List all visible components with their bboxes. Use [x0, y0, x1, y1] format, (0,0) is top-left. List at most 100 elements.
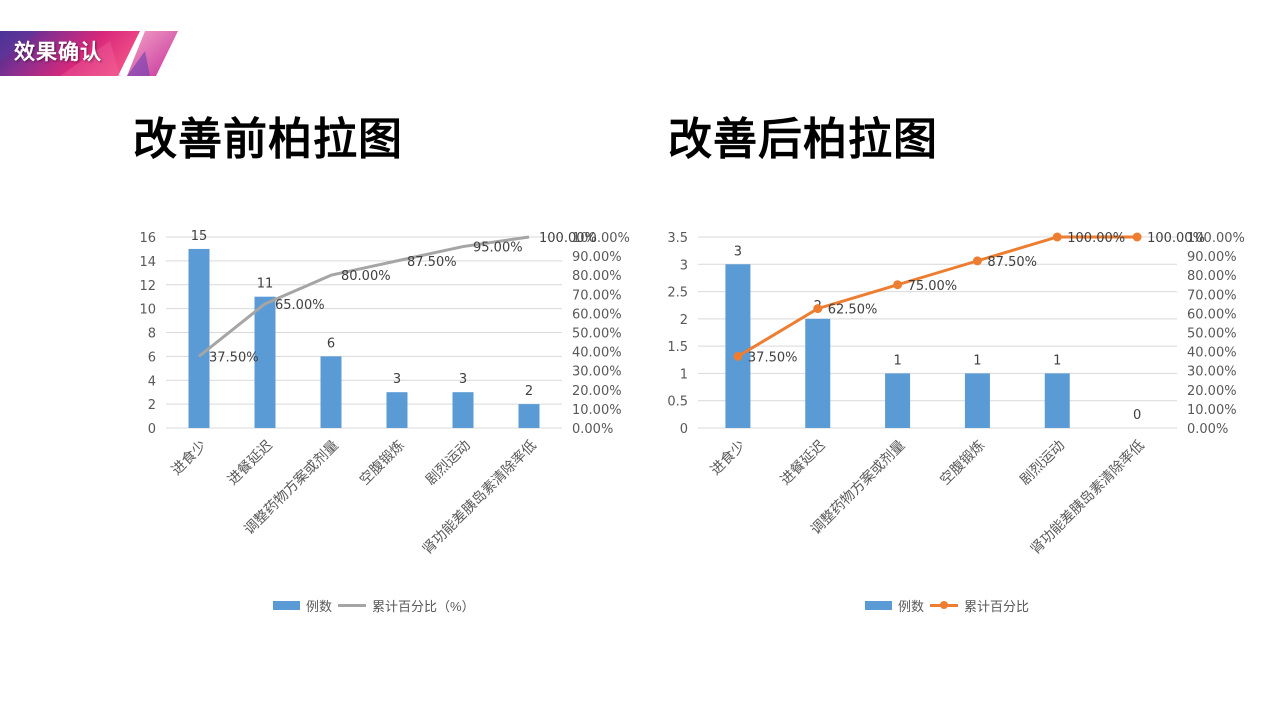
- y-right-tick: 20.00%: [1187, 384, 1237, 399]
- line-marker: [813, 304, 823, 314]
- y-left-tick: 1.5: [667, 340, 688, 355]
- y-left-tick: 0: [680, 422, 688, 437]
- y-right-tick: 80.00%: [572, 269, 622, 284]
- bar: [885, 373, 911, 428]
- y-left-tick: 3.5: [667, 231, 688, 246]
- line-value-label: 62.50%: [828, 303, 878, 318]
- bar-value-label: 1: [973, 353, 981, 368]
- bar: [254, 296, 276, 428]
- y-right-tick: 60.00%: [1187, 307, 1237, 322]
- bar-value-label: 3: [734, 244, 742, 259]
- line-value-label: 95.00%: [473, 241, 523, 256]
- y-left-tick: 0: [148, 422, 156, 437]
- line-marker: [1132, 232, 1142, 242]
- y-left-tick: 2: [680, 313, 688, 328]
- category-label: 进食少: [707, 437, 749, 479]
- y-right-tick: 0.00%: [1187, 422, 1228, 437]
- y-right-tick: 70.00%: [572, 288, 622, 303]
- y-right-tick: 50.00%: [1187, 327, 1237, 342]
- y-right-tick: 40.00%: [572, 346, 622, 361]
- line-marker: [733, 351, 743, 361]
- bar-value-label: 15: [191, 229, 208, 244]
- y-left-tick: 8: [148, 327, 156, 342]
- y-right-tick: 10.00%: [572, 403, 622, 418]
- line-marker: [893, 280, 903, 290]
- y-right-tick: 60.00%: [572, 307, 622, 322]
- legend-after: 例数 累计百分比: [865, 596, 1029, 615]
- y-left-tick: 10: [139, 303, 156, 318]
- pareto-chart-before: 0 2 4 6 8 10 12 14 16 0.00% 10.00% 20.00% 30.00% 40.0…: [139, 229, 630, 558]
- line-marker: [1052, 232, 1062, 242]
- line-value-label: 37.50%: [209, 350, 259, 365]
- bar-value-label: 2: [525, 384, 533, 399]
- bar: [964, 373, 990, 428]
- line-marker: [972, 256, 982, 266]
- y-left-tick: 6: [148, 350, 156, 365]
- bar-value-label: 3: [459, 372, 467, 387]
- y-right-tick: 30.00%: [1187, 365, 1237, 380]
- line-value-label: 37.50%: [748, 350, 798, 365]
- legend-bar-swatch: [865, 601, 892, 610]
- y-right-tick: 90.00%: [1187, 250, 1237, 265]
- bar-value-label: 1: [1053, 353, 1061, 368]
- y-right-tick: 30.00%: [572, 365, 622, 380]
- y-left-tick: 4: [148, 374, 156, 389]
- y-left-tick: 16: [139, 231, 156, 246]
- y-left-tick: 2.5: [667, 286, 688, 301]
- line-value-label: 65.00%: [275, 298, 325, 313]
- y-right-tick: 70.00%: [1187, 288, 1237, 303]
- bar-value-label: 1: [893, 353, 901, 368]
- y-left-tick: 12: [139, 279, 156, 294]
- y-left-tick: 3: [680, 258, 688, 273]
- legend-before: 例数 累计百分比（%）: [273, 596, 475, 615]
- y-right-tick: 50.00%: [572, 327, 622, 342]
- bar-value-label: 6: [327, 336, 335, 351]
- legend-line-swatch: [338, 604, 367, 607]
- bar: [518, 404, 540, 428]
- y-left-tick: 2: [148, 398, 156, 413]
- line-value-label: 100.00%: [539, 231, 597, 246]
- legend-line-swatch: [930, 601, 959, 609]
- y-right-tick: 100.00%: [1187, 231, 1245, 246]
- y-right-tick: 100.00%: [572, 231, 630, 246]
- cumulative-line: [198, 235, 530, 358]
- bar: [386, 392, 408, 428]
- bar-value-label: 0: [1133, 408, 1141, 423]
- y-right-tick: 80.00%: [1187, 269, 1237, 284]
- category-label: 空腹锻炼: [937, 437, 989, 489]
- legend-line-label: 累计百分比（%）: [372, 599, 475, 614]
- y-left-tick: 14: [139, 255, 156, 270]
- y-right-tick: 10.00%: [1187, 403, 1237, 418]
- line-value-label: 87.50%: [987, 255, 1037, 270]
- line-value-label: 80.00%: [341, 269, 391, 284]
- legend-line-label: 累计百分比: [964, 599, 1030, 614]
- y-right-tick: 90.00%: [572, 250, 622, 265]
- line-value-label: 100.00%: [1067, 231, 1125, 246]
- line-value-label: 87.50%: [407, 255, 457, 270]
- category-label: 剧烈运动: [1017, 438, 1068, 489]
- y-right-tick: 40.00%: [1187, 346, 1237, 361]
- section-label: 效果确认: [14, 40, 102, 64]
- cumulative-line: [737, 235, 1138, 358]
- line-value-label: 100.00%: [1147, 231, 1205, 246]
- bar: [725, 264, 751, 428]
- y-right-tick: 20.00%: [572, 384, 622, 399]
- bar: [1044, 373, 1070, 428]
- section-banner: [0, 31, 178, 76]
- legend-bar-swatch: [273, 601, 300, 610]
- y-right-tick: 0.00%: [572, 422, 613, 437]
- y-left-tick: 0.5: [667, 395, 688, 410]
- bar: [805, 318, 831, 428]
- chart-title-after: 改善后柏拉图: [668, 114, 938, 165]
- bar: [320, 356, 342, 428]
- bar: [452, 392, 474, 428]
- bar: [188, 248, 210, 428]
- legend-bar-label: 例数: [898, 599, 925, 614]
- category-label: 进餐延迟: [778, 438, 829, 489]
- bar-value-label: 11: [257, 277, 274, 292]
- line-value-label: 75.00%: [908, 279, 958, 294]
- chart-title-before: 改善前柏拉图: [133, 114, 403, 165]
- y-left-tick: 1: [680, 367, 688, 382]
- legend-bar-label: 例数: [306, 599, 333, 614]
